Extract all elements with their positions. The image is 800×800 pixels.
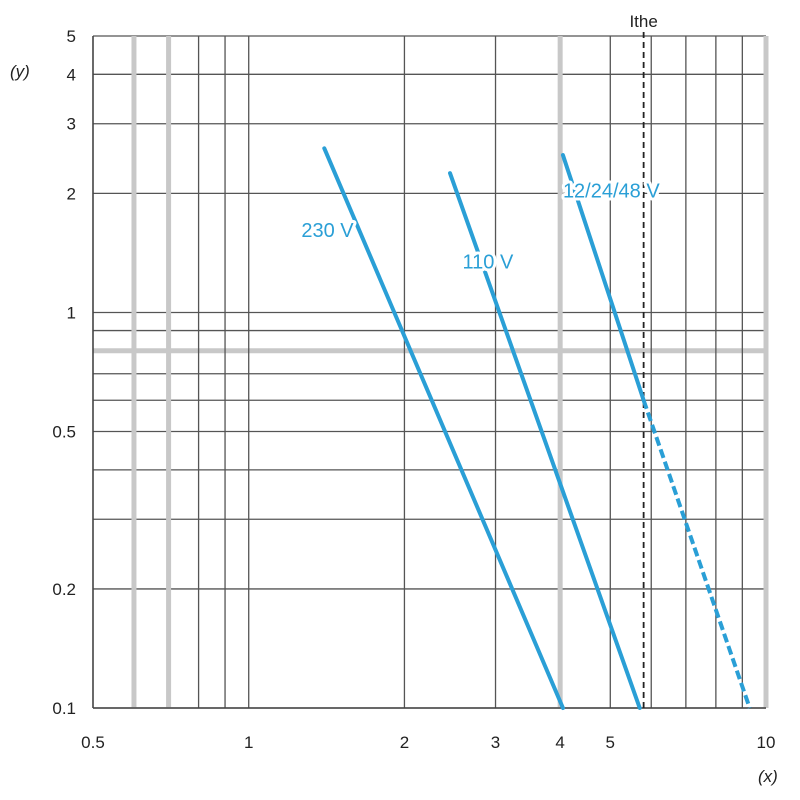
y-tick-label: 4 bbox=[67, 65, 76, 84]
x-tick-label: 10 bbox=[757, 733, 776, 752]
y-axis-label: (y) bbox=[10, 62, 30, 81]
x-tick-label: 5 bbox=[606, 733, 615, 752]
y-tick-label: 3 bbox=[67, 115, 76, 134]
y-tick-label: 1 bbox=[67, 303, 76, 322]
y-tick-label: 0.2 bbox=[52, 580, 76, 599]
x-tick-label: 1 bbox=[244, 733, 253, 752]
x-tick-label: 2 bbox=[400, 733, 409, 752]
series-label: 110 V bbox=[463, 252, 514, 274]
series-line bbox=[560, 153, 646, 403]
x-tick-label: 3 bbox=[491, 733, 500, 752]
reference-label-ithe: Ithe bbox=[629, 12, 657, 31]
x-axis-label: (x) bbox=[758, 767, 778, 786]
gridlines bbox=[92, 35, 769, 709]
series-line bbox=[448, 171, 642, 710]
y-tick-label: 2 bbox=[67, 184, 76, 203]
y-tick-label: 0.5 bbox=[52, 423, 76, 442]
y-tick-label: 0.1 bbox=[52, 699, 76, 718]
x-tick-label: 0.5 bbox=[81, 733, 105, 752]
series-labels: 230 V 110 V 12/24/48 V bbox=[298, 178, 663, 277]
series-label: 12/24/48 V bbox=[563, 181, 660, 203]
y-tick-label: 5 bbox=[67, 27, 76, 46]
series-label: 230 V bbox=[301, 220, 354, 242]
series-line-extension bbox=[641, 399, 752, 709]
series-lines bbox=[322, 146, 752, 710]
x-tick-label: 4 bbox=[555, 733, 564, 752]
reference-line-group: Ithe bbox=[629, 12, 658, 708]
series-line bbox=[322, 146, 565, 710]
tick-labels: 0.5 1 2 3 4 5 10 0.1 0.2 0.5 1 2 3 4 5 bbox=[52, 27, 775, 752]
